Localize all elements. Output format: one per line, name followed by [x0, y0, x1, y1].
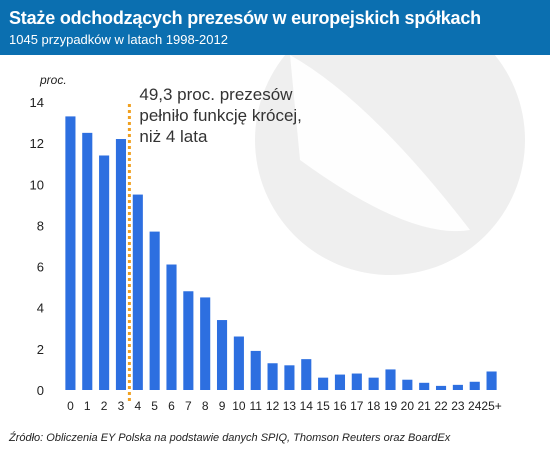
annotation-line: pełniło funkcję krócej, — [139, 106, 302, 125]
bar — [250, 350, 261, 390]
bar — [149, 231, 160, 390]
annotation-line: 49,3 proc. prezesów — [139, 85, 293, 104]
bar — [267, 363, 278, 390]
bar — [115, 139, 127, 390]
x-tick-label: 17 — [350, 399, 364, 413]
x-tick-label: 3 — [118, 399, 125, 413]
bar — [318, 377, 329, 390]
header-band: Staże odchodzących prezesów w europejski… — [0, 0, 550, 55]
bar — [469, 381, 480, 390]
y-axis: proc. 0 2 4 6 8 10 12 14 — [30, 73, 67, 398]
x-tick-label: 1 — [84, 399, 91, 413]
x-tick-label: 20 — [401, 399, 415, 413]
x-tick-label: 11 — [249, 399, 262, 413]
x-tick-label: 16 — [333, 399, 347, 413]
bar — [82, 132, 93, 390]
x-tick-label: 15 — [316, 399, 330, 413]
x-tick-label: 9 — [219, 399, 226, 413]
y-tick-label: 2 — [37, 342, 44, 357]
x-tick-label: 4 — [134, 399, 141, 413]
y-tick-label: 6 — [37, 260, 44, 275]
x-axis: 0 1 2 3 4 5 6 7 8 9 10 11 12 13 14 15 16 17 18 19 20 21 22 23 24… — [67, 399, 502, 413]
bar — [351, 373, 362, 390]
x-tick-label: 0 — [67, 399, 74, 413]
bar — [183, 291, 194, 390]
x-tick-label: 13 — [283, 399, 297, 413]
x-tick-label: 2 — [101, 399, 108, 413]
bar — [99, 155, 110, 390]
x-tick-label: 7 — [185, 399, 192, 413]
bar — [301, 359, 312, 390]
x-tick-label: 18 — [367, 399, 381, 413]
bar — [435, 385, 447, 390]
bar — [233, 336, 244, 390]
y-tick-label: 4 — [37, 301, 44, 316]
x-tick-label: 22 — [434, 399, 448, 413]
x-tick-label: 12 — [266, 399, 280, 413]
bar — [65, 116, 76, 391]
bar — [200, 297, 211, 390]
bar — [216, 320, 228, 390]
y-tick-label: 12 — [30, 136, 44, 151]
chart-title: Staże odchodzących prezesów w europejski… — [9, 8, 481, 28]
x-tick-label: 8 — [202, 399, 209, 413]
bar — [132, 194, 143, 390]
chart-subtitle: 1045 przypadków w latach 1998-2012 — [9, 32, 228, 47]
x-tick-label: 21 — [418, 399, 432, 413]
y-tick-label: 10 — [30, 177, 44, 192]
y-tick-label: 8 — [37, 218, 44, 233]
bar — [334, 374, 346, 390]
x-tick-label: 23 — [451, 399, 465, 413]
annotation-line: niż 4 lata — [139, 127, 208, 146]
x-tick-label: 24 — [468, 399, 482, 413]
bar — [166, 264, 177, 390]
x-tick-label: 6 — [168, 399, 175, 413]
bar — [385, 369, 396, 390]
bars — [65, 116, 497, 391]
x-tick-label: 10 — [232, 399, 246, 413]
x-tick-label: 14 — [300, 399, 314, 413]
annotation-marker: 49,3 proc. prezesów pełniło funkcję króce… — [127, 85, 302, 402]
bar — [452, 384, 463, 390]
x-tick-label: 19 — [384, 399, 398, 413]
bar — [486, 371, 497, 390]
watermark-logo — [255, 5, 525, 275]
annotation-text: 49,3 proc. prezesów pełniło funkcję króce… — [139, 85, 302, 146]
x-tick-label: 25+ — [481, 399, 501, 413]
bar — [284, 365, 295, 390]
y-axis-label: proc. — [39, 73, 67, 87]
x-tick-label: 5 — [151, 399, 158, 413]
bar — [402, 379, 413, 390]
bar — [419, 382, 430, 390]
y-tick-label: 0 — [37, 383, 44, 398]
y-tick-label: 14 — [30, 95, 44, 110]
bar — [368, 377, 379, 390]
source-note: Źródło: Obliczenia EY Polska na podstawi… — [9, 432, 451, 444]
